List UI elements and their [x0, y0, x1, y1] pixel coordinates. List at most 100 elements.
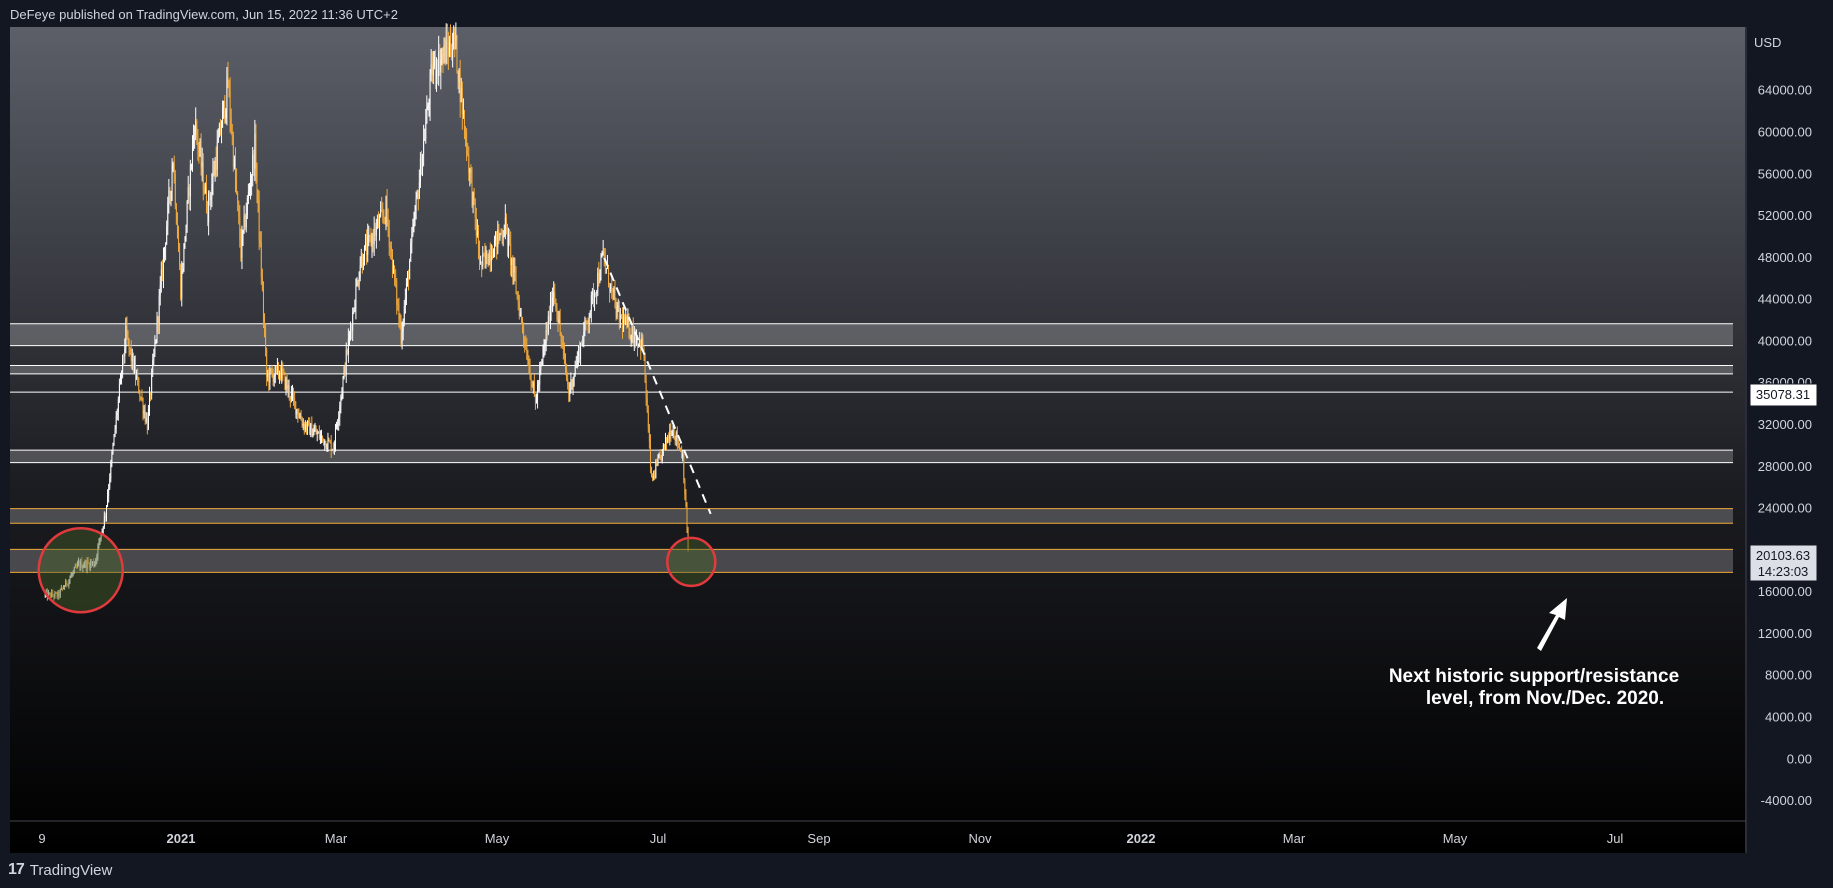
- candle: [663, 443, 665, 451]
- candle: [586, 320, 588, 324]
- candle: [473, 187, 475, 205]
- candle: [455, 22, 457, 50]
- candle: [72, 570, 74, 577]
- candle: [75, 563, 77, 569]
- y-tick-label: 12000.00: [1758, 626, 1812, 641]
- candle: [260, 231, 262, 285]
- candle: [389, 241, 391, 259]
- candle: [223, 100, 225, 119]
- candle: [109, 473, 111, 491]
- y-tick-label: 64000.00: [1758, 83, 1812, 98]
- candle: [284, 371, 286, 391]
- candle: [581, 340, 583, 347]
- candle: [314, 422, 316, 432]
- candle: [255, 123, 257, 184]
- candle: [235, 147, 236, 193]
- x-tick-label: Nov: [968, 831, 992, 846]
- candle: [97, 543, 99, 561]
- candle: [580, 342, 582, 366]
- candle: [525, 335, 527, 351]
- candle: [316, 429, 318, 442]
- candle: [414, 205, 416, 227]
- candle: [596, 290, 598, 305]
- candle: [61, 587, 63, 592]
- candle: [295, 401, 297, 419]
- candle: [308, 417, 310, 427]
- candle: [524, 335, 526, 353]
- candle: [677, 439, 679, 449]
- candle: [184, 236, 186, 249]
- candle: [326, 443, 328, 452]
- candle: [200, 133, 202, 176]
- candle: [410, 238, 412, 262]
- candle: [444, 36, 446, 66]
- candle: [644, 352, 646, 383]
- x-tick-label: 2022: [1127, 831, 1156, 846]
- candle: [221, 120, 223, 144]
- candle: [299, 412, 301, 419]
- candle: [185, 224, 187, 242]
- candle: [626, 314, 628, 329]
- candle: [293, 387, 295, 406]
- candle: [124, 338, 126, 364]
- candle: [376, 214, 378, 230]
- sr-zone-5[interactable]: [10, 548, 1733, 573]
- left-support-circle[interactable]: [37, 527, 124, 614]
- candle: [438, 35, 440, 86]
- candle: [216, 129, 218, 177]
- candle: [49, 592, 51, 596]
- candle: [309, 417, 311, 436]
- candle: [613, 286, 615, 300]
- candle: [600, 253, 602, 281]
- candle: [161, 259, 163, 282]
- candle: [311, 416, 313, 438]
- publisher-header: DeFeye published on TradingView.com, Jun…: [10, 7, 398, 22]
- candle: [484, 243, 486, 269]
- candle: [568, 381, 570, 403]
- candle: [286, 373, 288, 392]
- candle: [52, 589, 54, 598]
- sr-zone-0[interactable]: [10, 323, 1733, 347]
- candle: [100, 534, 102, 542]
- dashed-trendline[interactable]: [603, 257, 712, 515]
- x-tick-label: Mar: [1283, 831, 1306, 846]
- candle: [252, 146, 254, 187]
- candle: [439, 43, 441, 76]
- sr-zone-1[interactable]: [10, 364, 1733, 375]
- candle: [526, 337, 528, 361]
- candle: [545, 322, 547, 352]
- candle: [81, 557, 83, 569]
- candle: [539, 361, 541, 392]
- candle: [529, 358, 531, 380]
- candle: [143, 405, 145, 419]
- candle: [237, 191, 239, 212]
- y-tick-label: 4000.00: [1765, 710, 1812, 725]
- candle: [213, 160, 215, 177]
- candle: [668, 432, 670, 443]
- candle: [180, 263, 182, 301]
- candle: [254, 119, 256, 182]
- candle: [132, 352, 134, 374]
- candle: [454, 27, 456, 58]
- countdown-label: 14:23:03: [1758, 564, 1809, 579]
- sr-zone-3[interactable]: [10, 449, 1733, 464]
- candle: [141, 389, 143, 402]
- candle: [536, 393, 537, 404]
- candle: [208, 190, 210, 236]
- candle: [179, 242, 181, 271]
- candle: [463, 109, 465, 140]
- candle: [104, 512, 106, 522]
- x-tick-label: May: [1443, 831, 1468, 846]
- right-support-circle[interactable]: [666, 536, 717, 588]
- price-badge-current-label: 20103.63: [1756, 548, 1810, 563]
- candle: [202, 153, 204, 201]
- candle: [686, 502, 688, 533]
- candle: [324, 439, 326, 451]
- candle: [58, 590, 60, 600]
- candle: [140, 396, 142, 401]
- sr-zone-4[interactable]: [10, 508, 1733, 524]
- candle: [575, 356, 577, 369]
- y-tick-label: 16000.00: [1758, 584, 1812, 599]
